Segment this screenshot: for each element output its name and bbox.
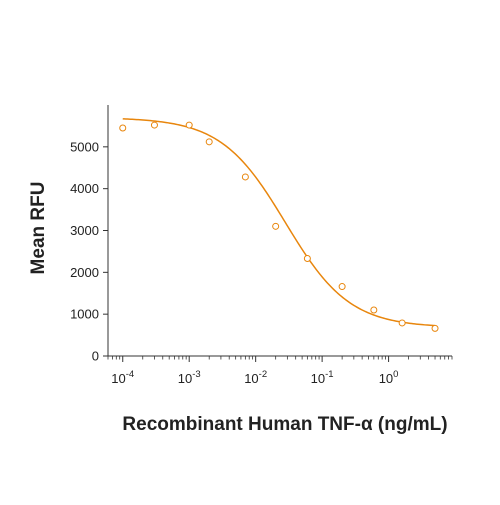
data-point [185,121,193,129]
x-axis-title: Recombinant Human TNF-α (ng/mL) [122,414,447,435]
data-points [119,121,439,332]
y-axis-title: Mean RFU [28,182,49,275]
y-axis-ticks: 0 1000 2000 3000 4000 5000 [70,139,108,364]
x-tick-label: 10-3 [178,369,201,386]
y-tick-label: 4000 [70,181,99,196]
x-tick-label: 10-2 [244,369,267,386]
y-tick-label: 2000 [70,265,99,280]
y-tick-label: 3000 [70,223,99,238]
x-tick-label: 100 [379,369,399,386]
x-tick-label: 10-1 [311,369,334,386]
y-tick-label: 0 [92,349,99,364]
data-point [398,319,406,327]
data-point [370,306,378,314]
fit-curve-line [122,118,436,327]
data-point [272,222,280,230]
data-point [150,121,158,129]
data-point [338,283,346,291]
data-point [241,173,249,181]
y-tick-label: 5000 [70,139,99,154]
data-point [119,124,127,132]
data-point [205,138,213,146]
data-point [431,324,439,332]
y-tick-label: 1000 [70,307,99,322]
data-point [303,255,311,263]
x-axis-ticks: 10-4 10-3 10-2 10-1 100 [107,356,453,386]
x-tick-label: 10-4 [111,369,134,386]
